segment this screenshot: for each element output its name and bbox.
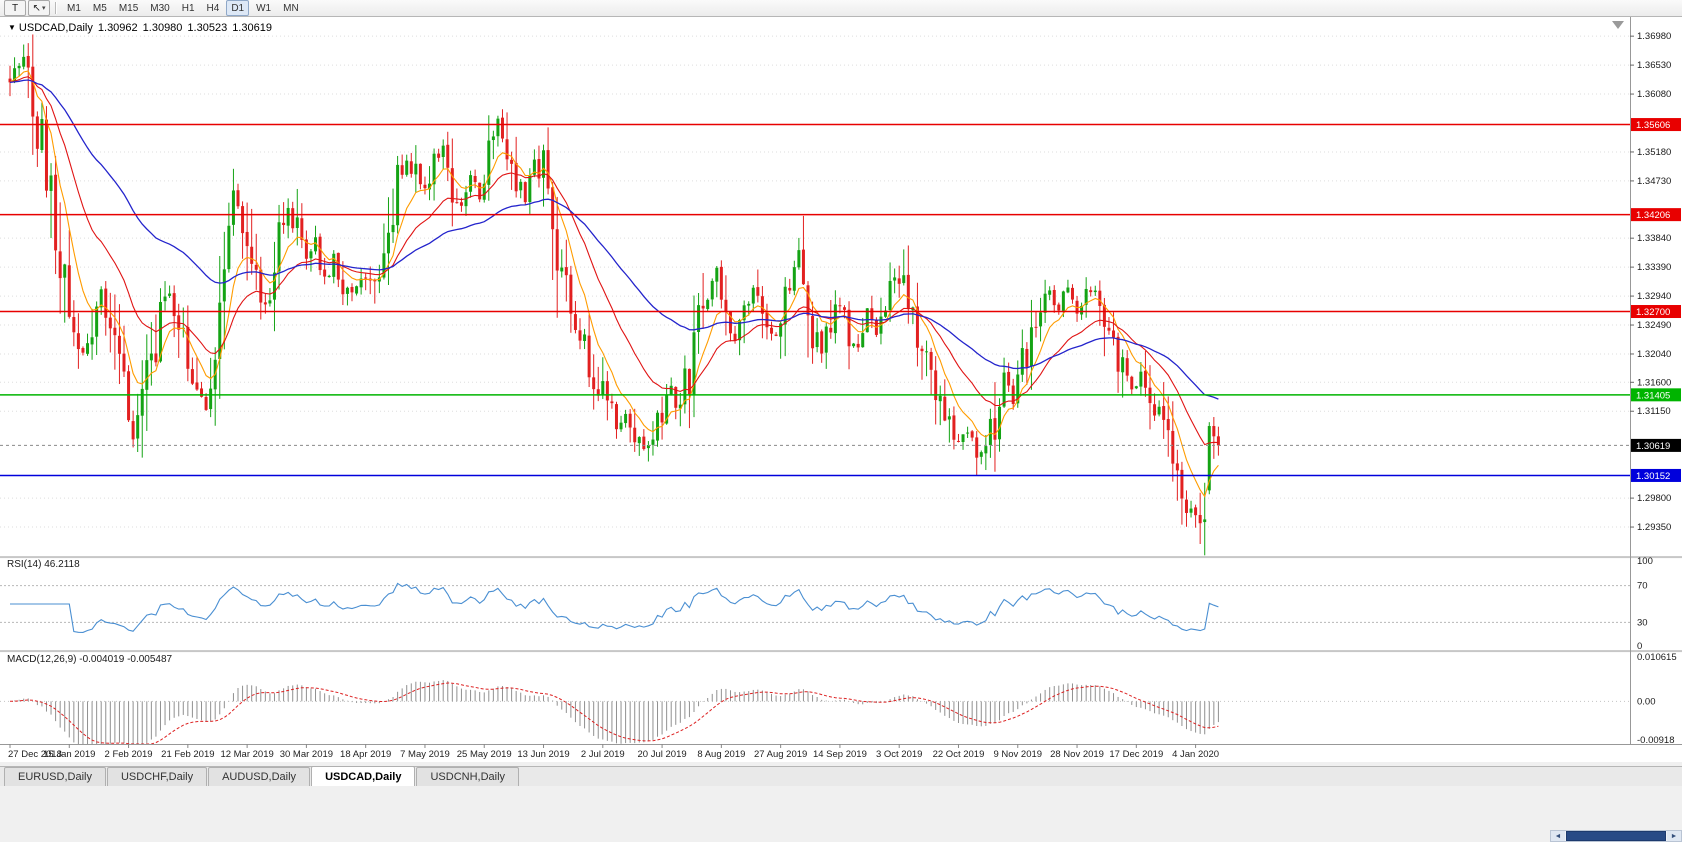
rsi-pane — [0, 582, 1630, 633]
ohlc-open: 1.30962 — [97, 22, 138, 34]
date-axis-label: 7 May 2019 — [400, 749, 450, 760]
chart-symbol-period: USDCAD,Daily — [18, 22, 93, 34]
macd-axis-label: 0.010615 — [1637, 652, 1677, 663]
chart-tab[interactable]: USDCHF,Daily — [106, 767, 208, 786]
price-badge-label: 1.35606 — [1636, 120, 1670, 131]
date-axis-label: 20 Jul 2019 — [638, 749, 687, 760]
date-axis-label: 22 Oct 2019 — [933, 749, 985, 760]
rsi-axis-label: 0 — [1637, 641, 1642, 652]
date-axis-label: 28 Nov 2019 — [1050, 749, 1104, 760]
timeframe-button-d1[interactable]: D1 — [226, 0, 250, 16]
macd-axis-label: 0.00 — [1637, 696, 1656, 707]
rsi-axis-label: 30 — [1637, 617, 1648, 628]
rsi-line — [10, 582, 1219, 633]
timeframe-button-m5[interactable]: M5 — [92, 2, 107, 14]
ohlc-close: 1.30619 — [232, 22, 272, 34]
collapse-indicator-icon[interactable]: ▼ — [8, 23, 16, 32]
date-axis-label: 21 Feb 2019 — [161, 749, 214, 760]
chart-tab[interactable]: EURUSD,Daily — [4, 767, 106, 786]
price-axis-label: 1.32490 — [1637, 320, 1671, 331]
price-badges: 1.35606 1.34206 1.32700 1.31405 1.30152 1.306… — [1631, 118, 1681, 482]
scrollbar-thumb[interactable] — [1566, 831, 1666, 841]
status-area — [0, 786, 1682, 842]
macd-axis-label: -0.00918 — [1637, 735, 1675, 746]
date-axis-label: 25 May 2019 — [457, 749, 512, 760]
date-axis-label: 3 Oct 2019 — [876, 749, 922, 760]
scroll-right-icon[interactable]: ► — [1667, 831, 1681, 841]
price-axis-label: 1.34730 — [1637, 176, 1671, 187]
rsi-axis-label: 70 — [1637, 581, 1648, 592]
price-axis-label: 1.36530 — [1637, 60, 1671, 71]
ma-slow-line — [9, 79, 1219, 400]
chart-shift-marker[interactable] — [1612, 21, 1624, 29]
timeframe-button-m15[interactable]: M15 — [118, 2, 139, 14]
chart-tab-bar: EURUSD,Daily USDCHF,Daily AUDUSD,Daily USDC… — [0, 766, 1682, 786]
macd-label: MACD(12,26,9) -0.004019 -0.005487 — [7, 654, 173, 665]
date-axis-label: 30 Mar 2019 — [280, 749, 333, 760]
chart-tab[interactable]: AUDUSD,Daily — [208, 767, 311, 786]
date-axis-label: 9 Nov 2019 — [993, 749, 1042, 760]
cursor-icon: ↖ — [32, 2, 41, 14]
price-axis-label: 1.32940 — [1637, 291, 1671, 302]
date-axis-label: 2 Jul 2019 — [581, 749, 625, 760]
price-badge-label: 1.30619 — [1636, 441, 1670, 452]
price-badge-label: 1.30152 — [1636, 471, 1670, 482]
timeframe-button-mn[interactable]: MN — [283, 2, 299, 14]
chevron-down-icon: ▾ — [41, 5, 46, 12]
price-axis-label: 1.31150 — [1637, 406, 1671, 417]
date-axis-label: 8 Aug 2019 — [697, 749, 745, 760]
date-axis-label: 15 Jan 2019 — [43, 749, 95, 760]
date-axis-label: 27 Aug 2019 — [754, 749, 807, 760]
date-axis-label: 12 Mar 2019 — [220, 749, 273, 760]
price-axis-label: 1.29350 — [1637, 522, 1671, 533]
date-axis-label: 13 Jun 2019 — [517, 749, 569, 760]
date-axis-label: 4 Jan 2020 — [1172, 749, 1219, 760]
price-axis-label: 1.29800 — [1637, 493, 1671, 504]
template-button[interactable]: T — [4, 0, 26, 16]
chart-canvas[interactable]: 1.36980 1.36530 1.36080 1.35180 1.34730 1.338… — [0, 17, 1682, 762]
timeframe-button-m30[interactable]: M30 — [150, 2, 170, 14]
chart-tab[interactable]: USDCAD,Daily — [311, 766, 416, 786]
macd-pane — [0, 680, 1630, 745]
ma-mid-line — [9, 76, 1219, 446]
price-axis-label: 1.31600 — [1637, 377, 1671, 388]
ohlc-high: 1.30980 — [142, 22, 183, 34]
ma-fast-line — [9, 70, 1219, 498]
timeframe-button-w1[interactable]: W1 — [256, 2, 272, 14]
rsi-axis-label: 100 — [1637, 556, 1653, 567]
scroll-left-icon[interactable]: ◄ — [1551, 831, 1565, 841]
timeframe-group: M1 M5 M15 M30 H1 H4 D1 W1 MN — [61, 0, 305, 16]
ohlc-low: 1.30523 — [187, 22, 228, 34]
rsi-label: RSI(14) 46.2118 — [7, 559, 80, 570]
timeframe-button-h4[interactable]: H4 — [206, 2, 220, 14]
toolbar-separator — [55, 2, 57, 14]
price-badge-label: 1.34206 — [1636, 210, 1670, 221]
price-axis-label: 1.33390 — [1637, 262, 1671, 273]
macd-signal-line — [9, 682, 1219, 745]
price-badge-label: 1.32700 — [1636, 307, 1670, 318]
timeframe-button-h1[interactable]: H1 — [181, 2, 195, 14]
date-axis-label: 17 Dec 2019 — [1109, 749, 1163, 760]
chart-tab[interactable]: USDCNH,Daily — [416, 767, 520, 786]
toolbar: T ↖ ▾ M1 M5 M15 M30 H1 H4 D1 W1 MN — [0, 0, 1682, 17]
price-badge-label: 1.31405 — [1636, 390, 1670, 401]
price-axis: 1.36980 1.36530 1.36080 1.35180 1.34730 1.338… — [1630, 31, 1677, 746]
price-axis-label: 1.33840 — [1637, 233, 1671, 244]
date-axis-label: 14 Sep 2019 — [813, 749, 867, 760]
chart-title: ▼ USDCAD,Daily 1.30962 1.30980 1.30523 1.3061… — [8, 22, 272, 34]
timeframe-button-m1[interactable]: M1 — [67, 2, 81, 14]
hlines-layer[interactable] — [0, 123, 1630, 477]
date-axis-label: 18 Apr 2019 — [340, 749, 391, 760]
price-axis-label: 1.36980 — [1637, 31, 1671, 42]
date-axis-label: 27 Dec 2018 — [8, 749, 62, 760]
price-axis-label: 1.35180 — [1637, 147, 1671, 158]
price-axis-label: 1.36080 — [1637, 89, 1671, 100]
date-axis-label: 2 Feb 2019 — [105, 749, 153, 760]
cursor-tool-button[interactable]: ↖ ▾ — [28, 0, 50, 16]
price-axis-label: 1.32040 — [1637, 349, 1671, 360]
horizontal-scrollbar[interactable]: ◄ ► — [1550, 830, 1682, 842]
